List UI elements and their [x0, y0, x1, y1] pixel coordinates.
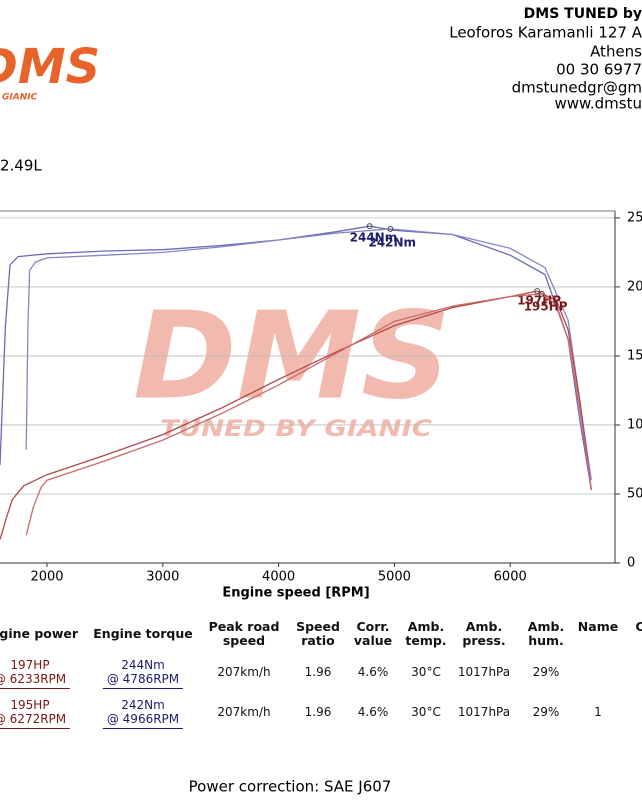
footer: Power correction: SAE J607: [189, 778, 392, 796]
cell-line: 244Nm: [121, 658, 165, 672]
peak-label: 195HP: [524, 299, 568, 313]
cell-line: 195HP: [10, 698, 50, 712]
displacement: 2.49L: [0, 157, 42, 175]
curve: [0, 225, 592, 490]
peak-label: 197HP: [517, 294, 561, 308]
y-tick-label: 0: [627, 556, 635, 571]
value-cell: 195HP @ 6272RPM: [0, 698, 71, 729]
logo: DMS: [0, 39, 100, 95]
table-cell: 1017hPa: [457, 665, 511, 679]
x-tick-label: 3000: [146, 570, 179, 585]
column-header: Engine power: [0, 626, 79, 641]
value-cell: 197HP @ 6233RPM: [0, 658, 71, 689]
table-cell: 4.6%: [357, 665, 389, 679]
column-header: Amb. press.: [462, 619, 506, 648]
y-tick-label: 150: [627, 348, 642, 363]
table-cell: 30°C: [411, 665, 441, 679]
table-cell: 4.6%: [357, 705, 389, 719]
peak-marker: [366, 223, 373, 230]
phone: 00 30 6977: [556, 61, 642, 79]
peak-marker: [387, 226, 394, 232]
cell-line: @ 6272RPM: [0, 712, 67, 726]
city: Athens: [590, 43, 642, 61]
column-header: Speed ratio: [296, 619, 340, 648]
cell-line: 197HP: [10, 658, 50, 672]
y-tick-label: 100: [627, 417, 642, 432]
logo-tagline: GIANIC: [2, 93, 38, 103]
cell-line: @ 4966RPM: [106, 712, 180, 726]
x-tick-label: 6000: [494, 570, 527, 585]
table-cell: 29%: [532, 665, 560, 679]
peak-label: 244Nm: [350, 231, 398, 245]
x-axis-label: Engine speed [RPM]: [222, 586, 369, 601]
table-cell: 30°C: [411, 705, 441, 719]
table-cell: 207km/h: [217, 705, 271, 719]
table-cell: 1.96: [304, 705, 332, 719]
value-cell: 244Nm @ 4786RPM: [102, 658, 184, 689]
table-cell: 1017hPa: [457, 705, 511, 719]
email: dmstunedgr@gm: [512, 79, 642, 97]
table-cell: 1.96: [304, 665, 332, 679]
column-header: Name: [577, 619, 619, 634]
x-tick-label: 5000: [378, 570, 411, 585]
y-tick-label: 250: [627, 210, 642, 225]
peak-label: 242Nm: [368, 235, 416, 249]
table-cell: 207km/h: [217, 665, 271, 679]
value-cell: 242Nm @ 4966RPM: [102, 698, 184, 729]
column-header: Peak road speed: [208, 619, 280, 648]
column-header: Amb. hum.: [527, 619, 565, 648]
table-cell: 1: [594, 705, 602, 719]
curve: [0, 290, 592, 540]
cell-line: @ 4786RPM: [106, 672, 180, 686]
watermark-logo: DMS: [133, 288, 451, 427]
column-header: Engine torque: [93, 626, 193, 641]
web: www.dmstu: [554, 95, 642, 113]
curve: [25, 293, 592, 536]
y-tick-label: 50: [627, 486, 642, 501]
address: Leoforos Karamanli 127 A: [449, 24, 642, 42]
y-tick-label: 200: [627, 279, 642, 294]
curve: [25, 228, 592, 481]
x-tick-label: 4000: [262, 570, 295, 585]
column-header: C: [635, 619, 642, 634]
table-cell: 29%: [532, 705, 560, 719]
company: DMS TUNED by: [524, 6, 642, 22]
watermark-tagline: TUNED BY GIANIC: [160, 417, 432, 442]
peak-marker: [538, 290, 545, 297]
cell-line: 242Nm: [121, 698, 165, 712]
x-tick-label: 2000: [30, 570, 63, 585]
column-header: Corr. value: [353, 619, 393, 648]
column-header: Amb. temp.: [405, 619, 447, 648]
cell-line: @ 6233RPM: [0, 672, 67, 686]
